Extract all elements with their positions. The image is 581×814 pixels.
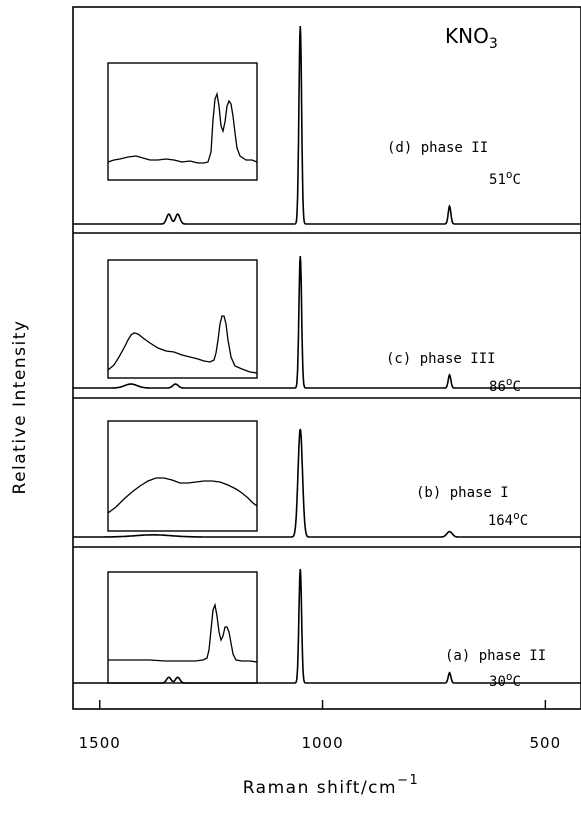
temp-unit-d: C [513, 172, 521, 188]
degree-mark-a: o [506, 670, 513, 683]
x-axis: 1500 1000 500 [79, 700, 562, 752]
temp-label-d: 51oC [489, 168, 521, 188]
inset-box-a [107, 571, 258, 684]
panel-label-d: (d) phase II 51oC [387, 140, 521, 188]
inset-box-d [107, 62, 258, 181]
x-axis-title-main: Raman shift/cm [243, 778, 397, 798]
temp-value-a: 30 [489, 674, 506, 690]
degree-mark-c: o [506, 375, 513, 388]
degree-mark-d: o [506, 168, 513, 181]
x-tick-label: 500 [530, 734, 562, 752]
temp-unit-c: C [513, 379, 521, 395]
inset-trace-c [107, 315, 258, 374]
temp-label-b: 164oC [488, 509, 528, 529]
x-axis-title-superscript: −1 [397, 773, 419, 788]
spectrum-a [73, 568, 581, 684]
inset-trace-a [108, 602, 258, 663]
phase-label-d: (d) phase II [387, 140, 488, 156]
phase-label-c: (c) phase III [386, 351, 496, 367]
x-tick-label: 1000 [301, 734, 343, 752]
temp-value-c: 86 [489, 379, 506, 395]
inset-trace-b [107, 477, 258, 514]
inset-box-c [107, 259, 258, 379]
spectrum-b [73, 428, 581, 538]
phase-label-b: (b) phase I [416, 485, 509, 501]
plot-frame [72, 6, 581, 710]
spectrum-d [73, 25, 581, 225]
x-axis-title: Raman shift/cm−1 [243, 773, 420, 798]
inset-trace-d [107, 91, 258, 164]
degree-mark-b: o [513, 509, 520, 522]
temp-value-b: 164 [488, 513, 513, 529]
y-axis-title: Relative Intensity [10, 320, 30, 495]
temp-label-a: 30oC [489, 670, 521, 690]
spectra-group [73, 25, 581, 684]
temp-unit-a: C [513, 674, 521, 690]
temp-value-d: 51 [489, 172, 506, 188]
panel-label-a: (a) phase II 30oC [445, 648, 546, 690]
temp-unit-b: C [520, 513, 528, 529]
chart-title-main: KNO [445, 24, 489, 48]
temp-label-c: 86oC [489, 375, 521, 395]
inset-box-b [107, 420, 258, 532]
x-tick-label: 1500 [79, 734, 121, 752]
chart-title-subscript: 3 [489, 36, 498, 52]
panel-label-c: (c) phase III 86oC [386, 351, 521, 395]
spectrum-c [73, 255, 581, 389]
phase-label-a: (a) phase II [445, 648, 546, 664]
chart-title: KNO3 [445, 24, 498, 52]
panel-label-b: (b) phase I 164oC [416, 485, 528, 529]
